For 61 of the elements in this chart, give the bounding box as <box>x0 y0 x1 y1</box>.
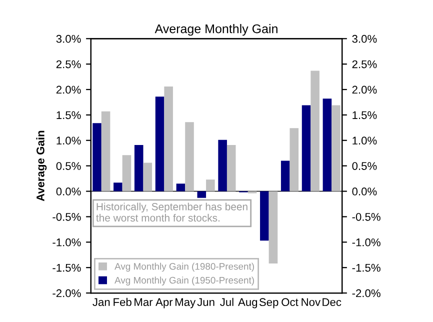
y2-tick-label: -0.5% <box>352 212 380 221</box>
bar <box>164 86 173 192</box>
bar <box>290 128 299 192</box>
x-tick-label: May <box>176 298 196 308</box>
x-tick-label: Oct <box>282 298 298 306</box>
y-tick-label: -2.0% <box>52 289 81 298</box>
bar <box>185 122 194 192</box>
x-tick-label: Mar <box>134 298 153 306</box>
y-tick-label: 2.0% <box>56 86 81 94</box>
y-tick-label: 1.0% <box>56 136 81 145</box>
y2-tick-label: -2.0% <box>352 289 380 298</box>
x-tick-label: Dec <box>322 298 342 306</box>
y2-tick-label: 2.0% <box>352 86 377 94</box>
bar <box>260 191 269 241</box>
y-tick-label: -1.0% <box>52 238 81 246</box>
y2-tick-label: -1.5% <box>352 264 380 272</box>
bar <box>268 191 278 264</box>
y2-tick-label: 1.0% <box>352 136 377 145</box>
y-tick-label: 1.5% <box>56 111 81 120</box>
x-tick-label: Apr <box>156 298 173 308</box>
bar <box>143 162 152 192</box>
y-axis-title: Average Gain <box>36 130 47 202</box>
x-tick-label: Aug <box>238 298 258 308</box>
y2-tick-label: 0.5% <box>352 162 377 170</box>
legend-label: Avg Monthly Gain (1950-Present) <box>114 276 254 286</box>
y-tick-label: 0.5% <box>56 162 81 170</box>
y-tick-label: -0.5% <box>52 212 81 221</box>
bar <box>92 123 102 192</box>
bar <box>218 140 227 192</box>
x-tick-label: Jun <box>197 298 214 306</box>
bar <box>134 144 144 192</box>
bar <box>206 180 215 192</box>
bar <box>155 96 164 192</box>
y-tick-label: 3.0% <box>56 34 81 43</box>
y2-tick-label: 0.0% <box>352 188 377 196</box>
y-tick-label: 2.5% <box>56 60 81 68</box>
x-tick-label: Feb <box>114 298 132 306</box>
y2-tick-label: -1.0% <box>352 238 380 246</box>
bar <box>332 105 340 192</box>
x-tick-label: Jul <box>220 298 234 306</box>
bar <box>280 160 290 192</box>
x-tick-label: Nov <box>302 298 321 306</box>
legend-label: Avg Monthly Gain (1980-Present) <box>114 262 254 272</box>
x-tick-label: Jan <box>92 298 110 306</box>
bar <box>226 144 236 192</box>
y-tick-label: -1.5% <box>52 264 81 272</box>
y2-tick-label: 3.0% <box>352 34 377 43</box>
y-tick-label: 0.0% <box>56 188 81 196</box>
bar <box>322 98 332 192</box>
bar <box>114 182 122 192</box>
chart-title: Average Monthly Gain <box>154 24 278 36</box>
x-tick-label: Sep <box>259 298 278 308</box>
y2-tick-label: 1.5% <box>352 111 377 120</box>
annotation: Historically, September has been the worst month for stocks. <box>96 202 248 222</box>
bar <box>310 70 320 192</box>
bar <box>197 191 206 198</box>
bar <box>122 155 132 192</box>
bar <box>302 105 311 192</box>
bar <box>176 184 186 192</box>
bar <box>101 111 110 192</box>
y2-tick-label: 2.5% <box>352 60 377 68</box>
